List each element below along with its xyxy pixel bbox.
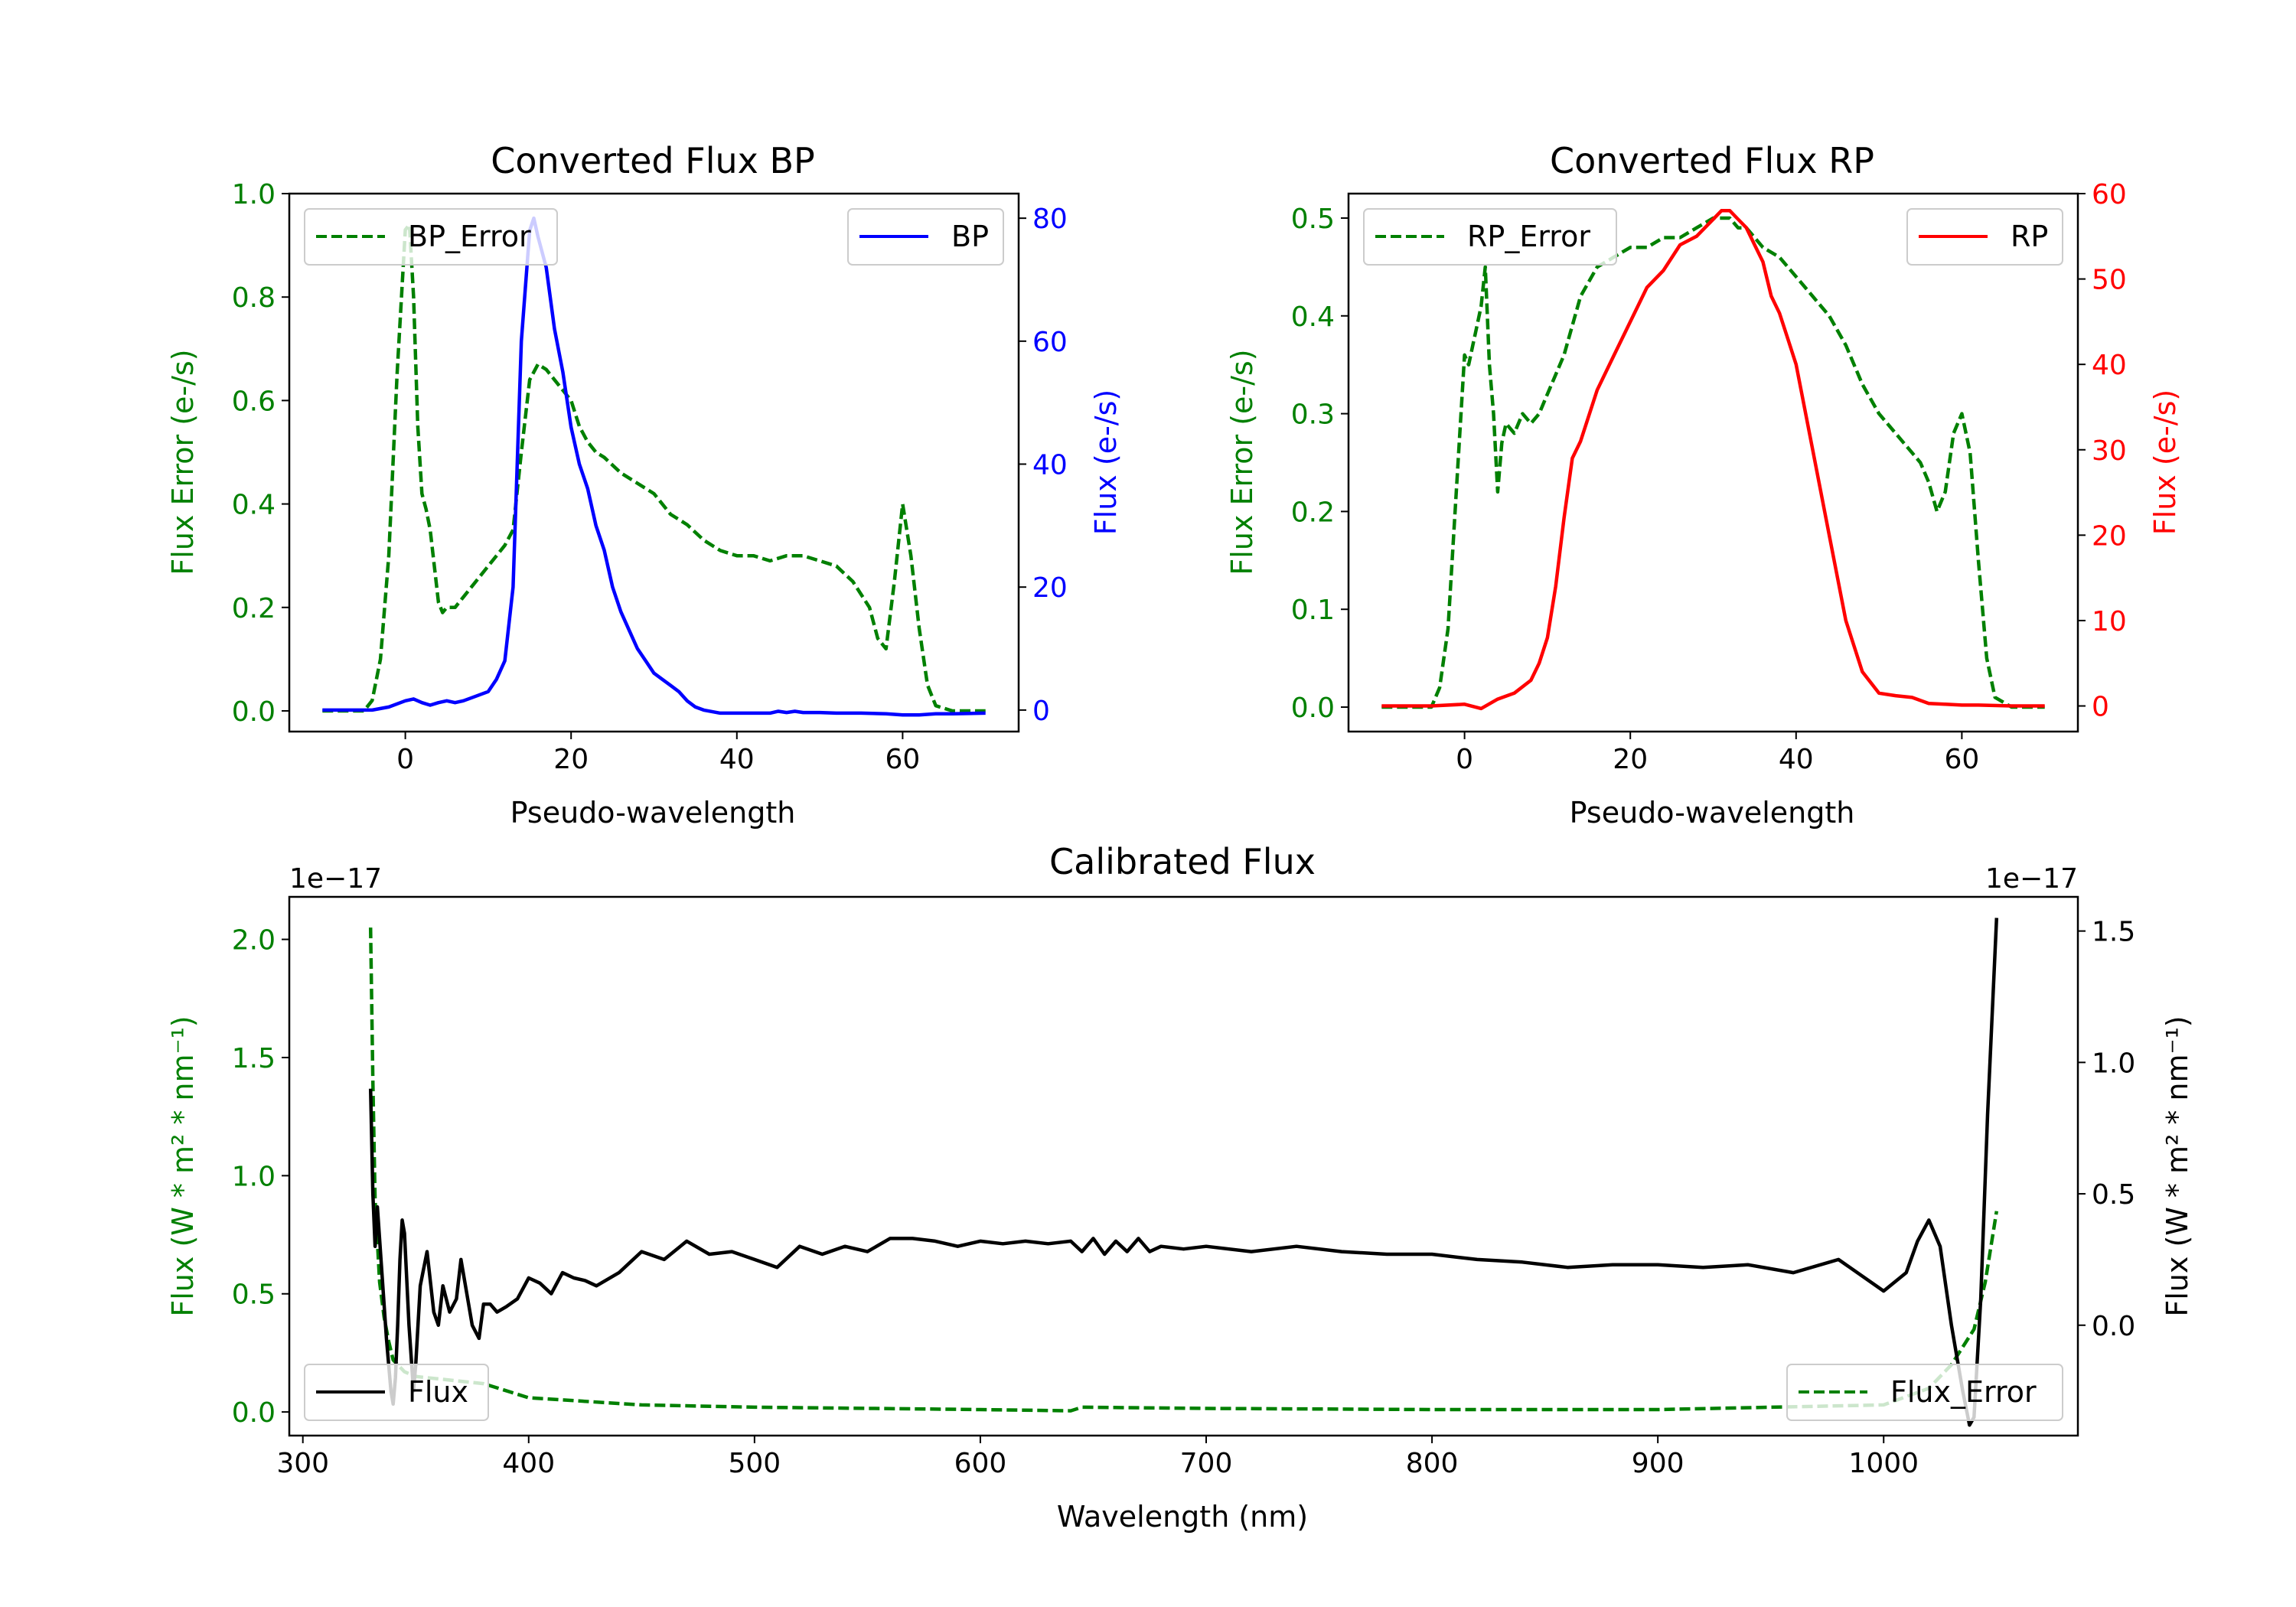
y-right-tick-label: 0.5 <box>2092 1179 2135 1211</box>
panel-bp-legend-left: BP_Error <box>304 208 558 266</box>
panel-calibrated-ylabel-left: Flux (W * m² * nm⁻¹) <box>166 1015 200 1316</box>
y-left-tick-label: 0.2 <box>232 593 276 624</box>
legend-label-flux-error: Flux_Error <box>1890 1375 2037 1409</box>
legend-box <box>304 208 558 266</box>
series-line-rp <box>1381 209 2045 711</box>
x-tick-label: 60 <box>885 744 920 775</box>
panel-rp-title: Converted Flux RP <box>1550 140 1874 181</box>
panel-calibrated-legend-right: Flux_Error <box>1786 1364 2063 1421</box>
legend-label-bp: BP <box>951 220 989 253</box>
y-left-tick-label: 1.0 <box>232 179 276 210</box>
y-right-tick-label: 50 <box>2092 265 2127 296</box>
y-right-tick-label: 60 <box>2092 179 2127 210</box>
panel-calibrated-plot: 300 400 500 600 700 800 900 1000 0.0 0.5 1.0 1.5 2.0… <box>232 917 2136 1479</box>
panel-calibrated-ylabel-right: Flux (W * m² * nm⁻¹) <box>2161 1015 2194 1316</box>
y-left-tick-label: 0.0 <box>232 1397 276 1429</box>
panel-calibrated-xlabel: Wavelength (nm) <box>1057 1500 1308 1534</box>
y-left-tick-label: 0.2 <box>1291 497 1335 528</box>
panel-bp-legend-right: BP <box>847 208 1004 266</box>
legend-label-rp: RP <box>2011 220 2048 253</box>
x-tick-label: 40 <box>719 744 755 775</box>
legend-box <box>1786 1364 2063 1421</box>
y-left-tick-label: 0.8 <box>232 282 276 314</box>
panel-bp-frame <box>288 192 1020 733</box>
panel-rp-frame <box>1347 192 2079 733</box>
y-left-tick-label: 0.5 <box>1291 204 1335 235</box>
y-right-tick-label: 20 <box>2092 520 2127 552</box>
x-tick-label: 900 <box>1632 1448 1684 1479</box>
legend-label-rp-error: RP_Error <box>1467 220 1590 253</box>
panel-calibrated-legend-left: Flux <box>304 1364 489 1421</box>
x-tick-label: 600 <box>954 1448 1007 1479</box>
x-tick-label: 0 <box>1456 744 1473 775</box>
panel-calibrated-offset-right: 1e−17 <box>1985 863 2078 895</box>
y-right-tick-label: 0 <box>1032 696 1050 727</box>
y-left-tick-label: 0.0 <box>232 696 276 728</box>
legend-box <box>1363 208 1617 266</box>
panel-rp-ylabel-left: Flux Error (e-/s) <box>1225 349 1259 575</box>
panel-rp-ylabel-right: Flux (e-/s) <box>2148 390 2182 535</box>
series-line-bp <box>322 216 986 717</box>
panel-calibrated-frame <box>288 895 2079 1437</box>
y-right-tick-label: 40 <box>2092 350 2127 381</box>
x-tick-label: 60 <box>1944 744 1979 775</box>
legend-label-flux: Flux <box>408 1375 468 1409</box>
y-right-tick-label: 60 <box>1032 327 1068 358</box>
y-left-tick-label: 0.1 <box>1291 595 1335 626</box>
y-right-tick-label: 1.5 <box>2092 917 2135 948</box>
legend-box <box>304 1364 489 1421</box>
panel-calibrated-offset-left: 1e−17 <box>289 863 382 895</box>
y-left-tick-label: 0.6 <box>232 386 276 417</box>
series-line-rp-error <box>1381 216 2045 709</box>
series-line-flux-error <box>368 927 1999 1413</box>
panel-rp-xlabel: Pseudo-wavelength <box>1570 796 1855 830</box>
panel-bp-plot: 0 20 40 60 0.0 0.2 0.4 0.6 0.8 1.0 0 20 40 60 80 <box>232 179 1068 775</box>
y-right-tick-label: 30 <box>2092 435 2127 467</box>
panel-bp-ylabel-left: Flux Error (e-/s) <box>166 349 200 575</box>
x-tick-label: 20 <box>1613 744 1648 775</box>
y-right-tick-label: 10 <box>2092 606 2127 637</box>
panel-bp-ylabel-right: Flux (e-/s) <box>1089 390 1123 535</box>
y-right-tick-label: 0.0 <box>2092 1311 2135 1342</box>
x-tick-label: 40 <box>1779 744 1814 775</box>
y-right-tick-label: 20 <box>1032 572 1068 604</box>
y-right-tick-label: 0 <box>2092 692 2109 723</box>
y-left-tick-label: 2.0 <box>232 925 276 957</box>
panel-calibrated-title: Calibrated Flux <box>1049 841 1316 882</box>
series-line-flux <box>368 918 1999 1427</box>
panel-rp-legend-left: RP_Error <box>1363 208 1617 266</box>
panel-calibrated: Calibrated Flux 1e−17 1e−17 300 400 500 600… <box>166 841 2194 1534</box>
y-left-tick-label: 1.0 <box>232 1161 276 1192</box>
y-left-tick-label: 0.4 <box>232 490 276 521</box>
panel-rp-plot: 0 20 40 60 0.0 0.1 0.2 0.3 0.4 0.5 0 10 20 30 40 50 60 <box>1291 179 2127 775</box>
y-left-tick-label: 0.5 <box>232 1279 276 1311</box>
y-left-tick-label: 0.4 <box>1291 302 1335 333</box>
panel-bp-xlabel: Pseudo-wavelength <box>510 796 796 830</box>
legend-label-bp-error: BP_Error <box>408 220 531 253</box>
x-tick-label: 20 <box>553 744 589 775</box>
x-tick-label: 800 <box>1406 1448 1459 1479</box>
x-tick-label: 0 <box>396 744 414 775</box>
y-right-tick-label: 40 <box>1032 450 1068 481</box>
y-left-tick-label: 0.3 <box>1291 399 1335 431</box>
y-right-tick-label: 80 <box>1032 204 1068 235</box>
x-tick-label: 300 <box>276 1448 329 1479</box>
panel-bp: Converted Flux BP 0 20 40 60 0.0 0.2 0.4 0.6 0.8… <box>166 140 1123 830</box>
x-tick-label: 500 <box>728 1448 781 1479</box>
panel-rp-legend-right: RP <box>1906 208 2063 266</box>
series-line-bp-error <box>322 223 986 713</box>
panel-bp-title: Converted Flux BP <box>491 140 815 181</box>
y-left-tick-label: 0.0 <box>1291 693 1335 724</box>
x-tick-label: 700 <box>1180 1448 1233 1479</box>
y-right-tick-label: 1.0 <box>2092 1048 2135 1079</box>
panel-rp: Converted Flux RP 0 20 40 60 0.0 0.1 0.2 0.3 0.4… <box>1225 140 2182 830</box>
x-tick-label: 1000 <box>1848 1448 1919 1479</box>
y-left-tick-label: 1.5 <box>232 1043 276 1074</box>
x-tick-label: 400 <box>502 1448 555 1479</box>
